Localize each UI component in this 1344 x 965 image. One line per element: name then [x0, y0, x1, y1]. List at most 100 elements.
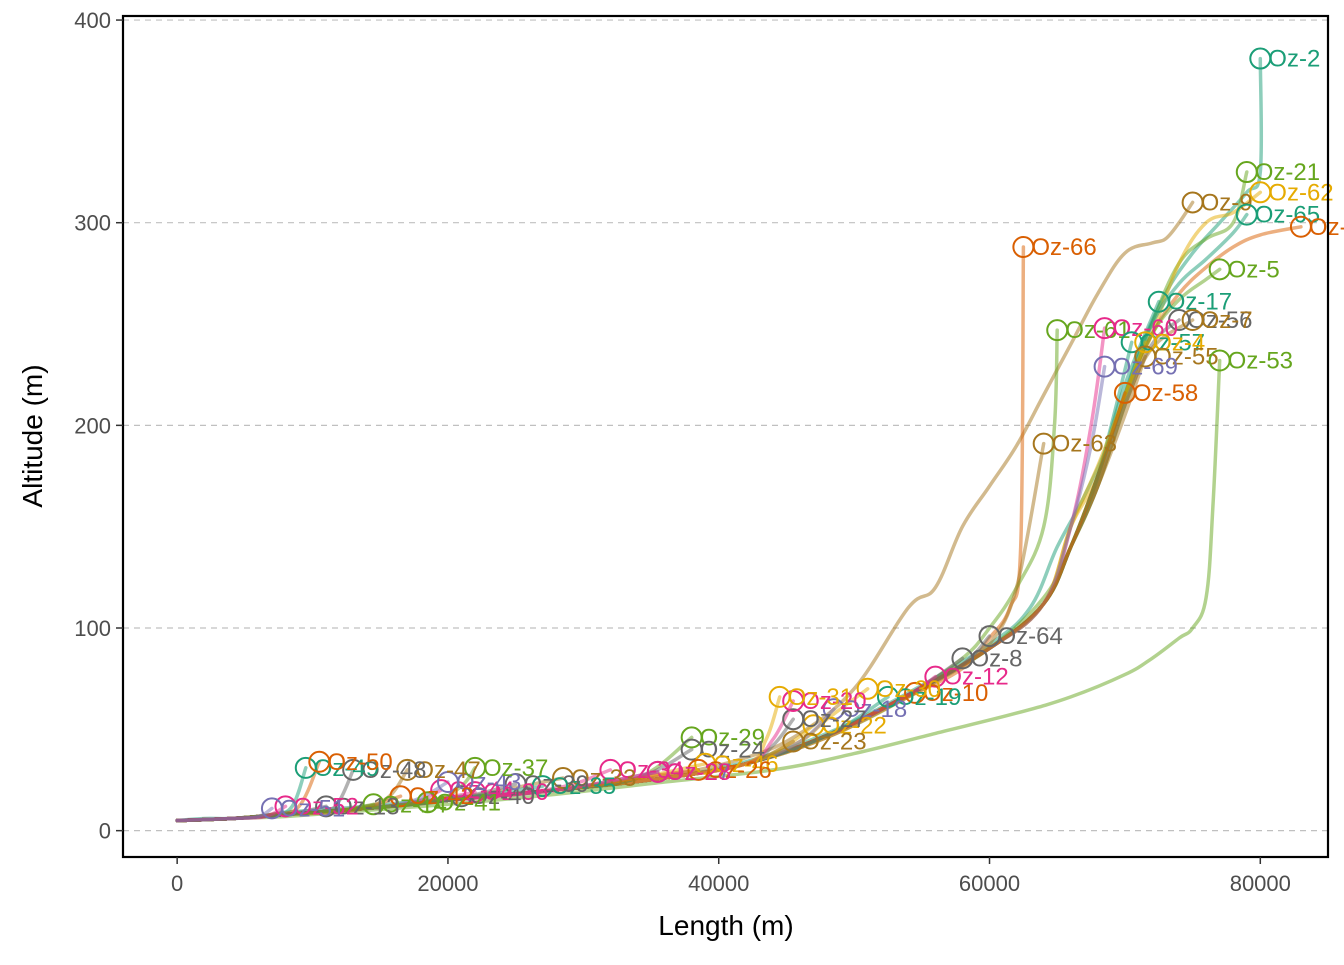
series-label: Oz-37 — [483, 755, 548, 782]
series-end-marker — [978, 625, 1001, 648]
series-end-marker — [768, 685, 791, 708]
series-label: Oz-65 — [1255, 202, 1320, 229]
series-label: Oz-24 — [700, 737, 765, 764]
series-end-marker — [1249, 181, 1272, 204]
series-end-marker — [1168, 308, 1191, 331]
series-end-marker — [1208, 349, 1231, 372]
y-tick-label: 300 — [74, 211, 111, 236]
series-end-marker — [450, 785, 473, 808]
series-end-marker — [274, 795, 297, 818]
series-end-marker — [342, 758, 365, 781]
series-label: Oz-29 — [700, 724, 765, 751]
series-end-marker — [552, 766, 575, 789]
series-end-marker — [599, 758, 622, 781]
plot-border — [121, 14, 1330, 859]
series-label: Oz-9 — [1201, 189, 1253, 216]
series-label: Oz-48 — [361, 757, 426, 784]
series-label: Oz-20 — [801, 688, 866, 715]
series-end-marker — [464, 781, 487, 804]
series-label: Oz-52 — [293, 793, 358, 820]
series-label: Oz-39 — [524, 771, 589, 798]
series-label: Oz-66 — [1031, 234, 1096, 261]
series-end-marker — [856, 677, 879, 700]
series-end-marker — [294, 756, 317, 779]
series-label: Oz-36 — [483, 779, 548, 806]
series-end-marker — [687, 758, 710, 781]
y-tick-label: 0 — [99, 819, 111, 844]
series-end-marker — [1235, 161, 1258, 184]
series-end-marker — [822, 698, 845, 721]
series-end-marker — [951, 647, 974, 670]
series-end-marker — [876, 685, 899, 708]
series-end-marker — [1032, 432, 1055, 455]
series-label: Oz-8 — [970, 645, 1022, 672]
x-tick-label: 0 — [171, 871, 183, 896]
series-label: Oz-2 — [1268, 46, 1320, 73]
series-end-marker — [904, 681, 927, 704]
y-tick-label: 200 — [74, 413, 111, 438]
series-line — [175, 806, 274, 823]
series-label: Oz-23 — [801, 728, 866, 755]
series-label: Oz-49 — [314, 755, 379, 782]
series-label: Oz-14 — [381, 791, 446, 818]
series-end-marker — [802, 714, 825, 737]
series-label: Oz-46 — [713, 751, 778, 778]
series-end-marker — [1046, 319, 1069, 342]
series-end-marker — [1093, 355, 1116, 378]
series-end-marker — [308, 750, 331, 773]
series-label: Oz- — [1309, 214, 1344, 241]
series-label: Oz-42 — [409, 783, 474, 810]
x-tick-label: 80000 — [1230, 871, 1291, 896]
series-label: Oz-5 — [1228, 256, 1280, 283]
series-label: Oz-22 — [822, 712, 887, 739]
series-end-marker — [464, 756, 487, 779]
axes: 0 100 200 300 400 0 20000 40000 60000 80000 — [74, 8, 1291, 896]
series-label: Oz-44 — [449, 777, 514, 804]
series-label: Oz-62 — [1268, 179, 1333, 206]
x-tick-label: 60000 — [959, 871, 1020, 896]
series-end-marker — [315, 795, 338, 818]
gridlines — [123, 19, 1328, 832]
series-end-marker — [1120, 331, 1143, 354]
series-label: Oz-35 — [551, 773, 616, 800]
series-label: Oz-21 — [1255, 159, 1320, 186]
series-end-marker — [1249, 47, 1272, 70]
series-end-marker — [924, 665, 947, 688]
series-end-marker — [782, 689, 805, 712]
series-label: Oz-18 — [842, 696, 907, 723]
y-tick-label: 100 — [74, 616, 111, 641]
series-label: Oz-34 — [618, 757, 683, 784]
series-end-marker — [1208, 258, 1231, 281]
series-end-marker — [680, 726, 703, 749]
series-label: Oz-26 — [706, 757, 771, 784]
y-axis-title: Altitude (m) — [17, 364, 48, 507]
series-label: Oz-41 — [436, 789, 501, 816]
series-end-marker — [1289, 215, 1312, 238]
series-label: Oz-30 — [876, 676, 941, 703]
series-end-marker — [680, 738, 703, 761]
x-tick-label: 40000 — [688, 871, 749, 896]
series-end-marker — [646, 760, 669, 783]
series-end-marker — [1093, 317, 1116, 340]
series-end-marker — [694, 752, 717, 775]
series-end-marker — [1147, 290, 1170, 313]
series-end-marker — [389, 785, 412, 808]
series-end-marker — [1181, 308, 1204, 331]
series-label: Oz-31 — [788, 684, 853, 711]
series-label: Oz-64 — [998, 623, 1063, 650]
series-label: Oz-33 — [571, 765, 636, 792]
series-label: Oz-53 — [1228, 348, 1293, 375]
series-end-marker — [782, 708, 805, 731]
series-end-marker — [396, 758, 419, 781]
series-end-marker — [504, 773, 527, 796]
series-end-marker — [1012, 236, 1035, 259]
y-tick-label: 400 — [74, 8, 111, 33]
series-label: Oz-19 — [896, 684, 961, 711]
series-label: Oz-7 — [1201, 307, 1253, 334]
x-tick-label: 20000 — [417, 871, 478, 896]
series-label: Oz-12 — [943, 664, 1008, 691]
series-end-marker — [260, 797, 283, 820]
